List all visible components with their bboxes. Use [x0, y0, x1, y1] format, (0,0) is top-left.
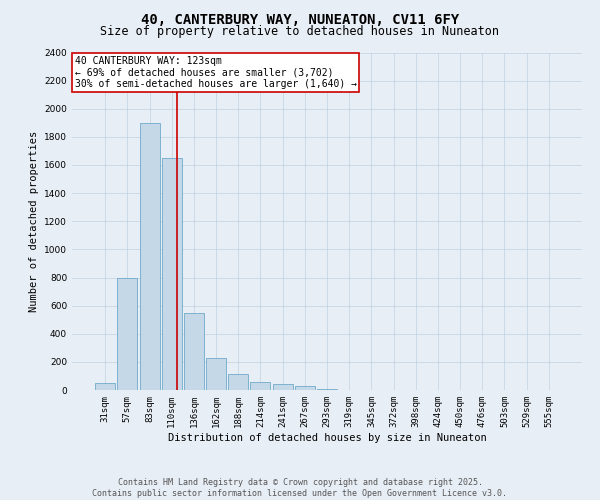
Bar	[184, 312, 204, 390]
Bar	[140, 123, 160, 390]
Bar	[295, 386, 315, 390]
X-axis label: Distribution of detached houses by size in Nuneaton: Distribution of detached houses by size …	[167, 432, 487, 442]
Bar	[118, 278, 137, 390]
Bar	[317, 389, 337, 390]
Bar	[228, 374, 248, 390]
Bar	[250, 382, 271, 390]
Text: Contains HM Land Registry data © Crown copyright and database right 2025.
Contai: Contains HM Land Registry data © Crown c…	[92, 478, 508, 498]
Bar	[272, 384, 293, 390]
Text: 40, CANTERBURY WAY, NUNEATON, CV11 6FY: 40, CANTERBURY WAY, NUNEATON, CV11 6FY	[141, 12, 459, 26]
Text: 40 CANTERBURY WAY: 123sqm
← 69% of detached houses are smaller (3,702)
30% of se: 40 CANTERBURY WAY: 123sqm ← 69% of detac…	[74, 56, 356, 89]
Bar	[206, 358, 226, 390]
Y-axis label: Number of detached properties: Number of detached properties	[29, 130, 38, 312]
Bar	[162, 158, 182, 390]
Text: Size of property relative to detached houses in Nuneaton: Size of property relative to detached ho…	[101, 25, 499, 38]
Bar	[95, 383, 115, 390]
